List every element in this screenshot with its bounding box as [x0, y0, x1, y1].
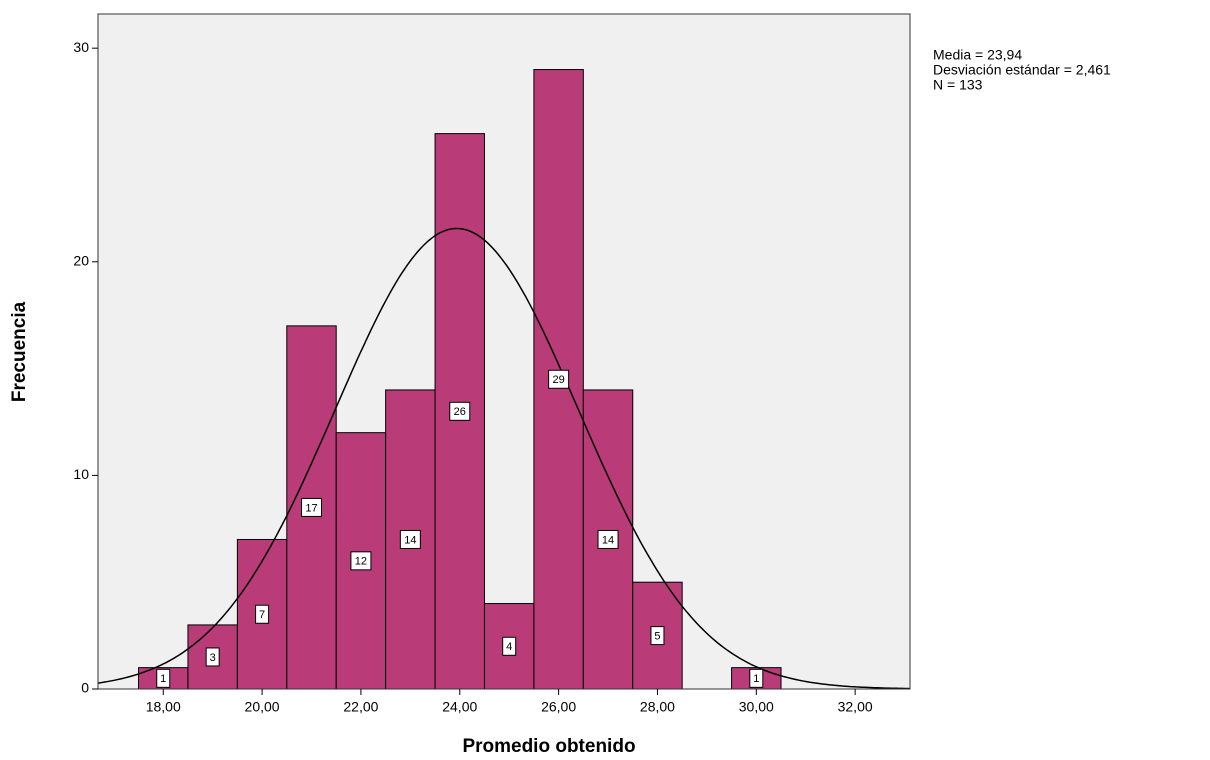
x-tick-label: 24,00 [442, 699, 477, 715]
data-label-box [350, 551, 372, 571]
x-tick-label: 32,00 [838, 699, 873, 715]
data-label-box [749, 668, 764, 688]
normal-curve [97, 227, 911, 690]
data-label: 5 [654, 631, 660, 643]
data-label-box [156, 668, 171, 688]
x-tick-label: 20,00 [245, 699, 280, 715]
data-label: 26 [454, 406, 466, 418]
x-tick-label: 30,00 [739, 699, 774, 715]
y-tick-label: 0 [81, 680, 89, 696]
stats-annotation: N = 133 [933, 77, 983, 93]
data-label-box [502, 636, 517, 656]
x-tick-label: 28,00 [640, 699, 675, 715]
data-label: 14 [404, 534, 416, 546]
data-label: 1 [753, 673, 759, 685]
data-label-box [449, 401, 471, 421]
x-axis-label: Promedio obtenido [462, 736, 635, 757]
stats-annotation: Desviación estándar = 2,461 [933, 62, 1111, 78]
data-label: 29 [552, 374, 564, 386]
data-label: 4 [506, 641, 512, 653]
y-tick-label: 30 [73, 39, 89, 55]
data-label-box [301, 497, 323, 517]
data-label: 17 [305, 502, 317, 514]
plot-area [98, 14, 910, 689]
data-label: 1 [160, 673, 166, 685]
data-label-box [205, 647, 220, 667]
y-tick-label: 10 [73, 466, 89, 482]
data-label-box [548, 369, 570, 389]
data-label: 12 [355, 556, 367, 568]
data-label-box [399, 529, 421, 549]
x-tick-label: 22,00 [343, 699, 378, 715]
y-axis-label: Frecuencia [9, 301, 30, 402]
y-tick-label: 20 [73, 252, 89, 268]
data-label-box [597, 529, 619, 549]
data-label: 3 [210, 652, 216, 664]
data-label: 14 [602, 534, 614, 546]
data-label-box [650, 626, 665, 646]
plot-border [97, 13, 911, 690]
data-label: 7 [259, 609, 265, 621]
stats-annotation: Media = 23,94 [933, 47, 1022, 63]
x-tick-label: 18,00 [146, 699, 181, 715]
x-tick-label: 26,00 [541, 699, 576, 715]
data-label-box [255, 604, 270, 624]
